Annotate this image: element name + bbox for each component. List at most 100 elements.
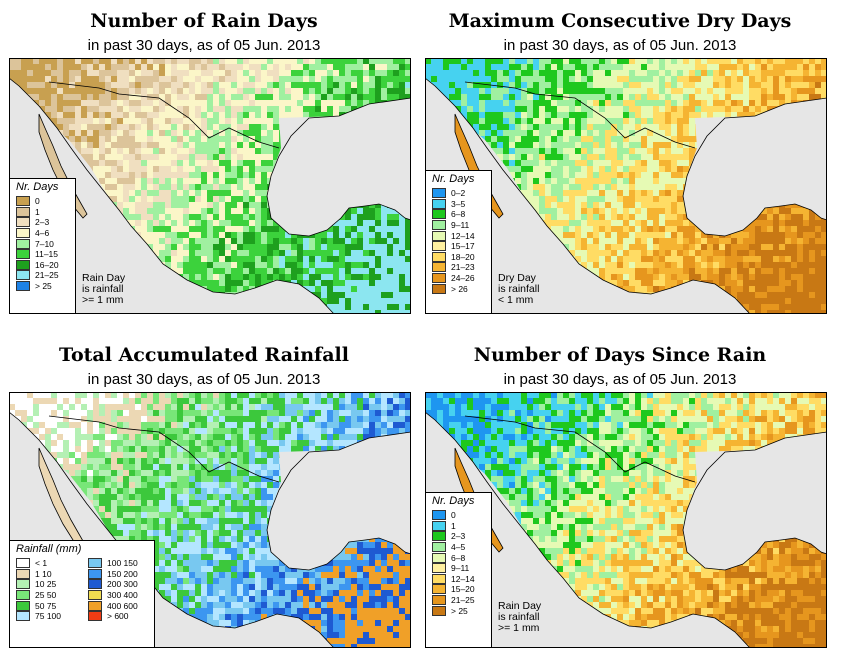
- legend-swatch: [432, 188, 446, 199]
- legend-swatch: [16, 217, 30, 228]
- legend-item: 1: [426, 520, 491, 532]
- coastline: [425, 58, 827, 314]
- legend-label: 6–8: [451, 209, 466, 220]
- legend-label: 300 400: [107, 590, 138, 601]
- gulf-of-california: [459, 118, 535, 216]
- legend-swatch: [432, 573, 446, 584]
- coastline: [425, 392, 827, 648]
- note-line: < 1 mm: [498, 294, 534, 306]
- gulf-of-mexico: [269, 98, 411, 230]
- baja-peninsula: [454, 447, 504, 553]
- legend-label: 11–15: [35, 249, 59, 260]
- legend-item: 4–5: [426, 542, 491, 553]
- legend-swatch: [432, 542, 446, 553]
- us-mexico-border: [48, 81, 280, 149]
- legend-item: 50 75: [10, 600, 82, 611]
- legend-swatch: [432, 262, 446, 273]
- legend-item: 9–11: [426, 220, 491, 231]
- legend-label: 10 25: [35, 579, 57, 590]
- note-line: Rain Day: [82, 272, 126, 284]
- legend-item: 150 200: [82, 568, 154, 580]
- us-mexico-border: [464, 81, 696, 149]
- legend-item: > 25: [10, 281, 75, 292]
- legend-label: 100 150: [107, 558, 138, 569]
- legend-swatch: [432, 251, 446, 262]
- legend-item: 100 150: [82, 558, 154, 569]
- legend-label: 15–20: [451, 584, 475, 595]
- legend-label: 2–3: [35, 217, 50, 228]
- panel-days-since-rain: Number of Days Since Rain in past 30 day…: [416, 334, 827, 652]
- legend-swatch: [16, 579, 30, 590]
- legend-label: 12–14: [451, 230, 475, 241]
- legend-swatch: [88, 590, 102, 601]
- legend-swatch: [432, 552, 446, 563]
- legend: Nr. Days 0 1 2–3 4–6 7–10 11–15 16–20 21–25 > 25: [9, 178, 76, 314]
- legend-label: 9–11: [451, 563, 470, 574]
- legend-label: 4–6: [35, 228, 50, 239]
- legend-item: 12–14: [426, 230, 491, 241]
- legend-swatch: [16, 611, 30, 622]
- legend-label: 25 50: [35, 590, 57, 601]
- legend-item: 18–20: [426, 251, 491, 263]
- note-line: is rainfall: [82, 283, 124, 295]
- days-since-rain-map: [425, 392, 827, 648]
- legend-items: 0 1 2–3 4–6 7–10 11–15 16–20 21–25 > 25: [10, 196, 75, 292]
- legend-swatch: [16, 558, 30, 569]
- legend-item: 0: [426, 510, 491, 521]
- legend-swatch: [16, 238, 30, 249]
- legend-label: 7–10: [35, 238, 54, 249]
- legend-label: 24–26: [451, 273, 475, 284]
- legend-title: Rainfall (mm): [16, 543, 82, 555]
- note-line: is rainfall: [498, 611, 540, 623]
- note-line: Dry Day: [498, 272, 536, 284]
- legend-swatch: [432, 595, 446, 606]
- legend-item: 300 400: [82, 590, 154, 601]
- legend-swatch: [432, 241, 446, 252]
- legend-item: 25 50: [10, 590, 82, 601]
- legend-label: > 600: [107, 611, 129, 622]
- legend-label: 21–25: [451, 595, 475, 606]
- legend-item: 0: [10, 196, 75, 207]
- legend-swatch: [16, 270, 30, 281]
- legend-item: > 600: [82, 611, 154, 622]
- panel-title: Total Accumulated Rainfall: [59, 344, 349, 366]
- legend-item: 15–17: [426, 241, 491, 252]
- legend-swatch: [16, 568, 30, 579]
- legend-label: 2–3: [451, 531, 466, 542]
- legend-item: 15–20: [426, 584, 491, 595]
- legend-swatch: [432, 283, 446, 294]
- legend-item: < 1: [10, 558, 82, 569]
- panel-subtitle: in past 30 days, as of 05 Jun. 2013: [87, 37, 321, 54]
- legend-item: 11–15: [10, 249, 75, 260]
- legend: Nr. Days 0–2 3–5 6–8 9–11 12–14 15–17 18–20 21–…: [425, 170, 492, 314]
- panel-dry-days: Maximum Consecutive Dry Days in past 30 …: [416, 0, 827, 318]
- legend-swatch: [16, 281, 30, 292]
- legend-title: Nr. Days: [432, 495, 475, 507]
- legend-label: 1: [35, 206, 40, 217]
- legend-item: 0–2: [426, 188, 491, 199]
- legend-item: 4–6: [10, 228, 75, 239]
- legend-item: 3–5: [426, 198, 491, 210]
- legend-label: 16–20: [35, 259, 59, 270]
- definition-note: Rain Day is rainfall >= 1 mm: [82, 273, 125, 306]
- baja-peninsula: [454, 113, 504, 219]
- legend-swatch: [16, 228, 30, 239]
- panel-subtitle: in past 30 days, as of 05 Jun. 2013: [87, 371, 321, 388]
- legend-label: 21–23: [451, 262, 475, 273]
- legend-items-right: 100 150 150 200 200 300 300 400 400 600 > 600: [82, 558, 154, 622]
- legend-item: 200 300: [82, 579, 154, 590]
- legend-item: 6–8: [426, 209, 491, 220]
- legend-swatch: [432, 230, 446, 241]
- legend-label: > 25: [451, 605, 468, 616]
- legend-swatch: [432, 273, 446, 284]
- legend-label: 0–2: [451, 188, 466, 199]
- legend-label: 4–5: [451, 542, 466, 553]
- legend-label: > 26: [451, 283, 468, 294]
- legend-label: 6–8: [451, 552, 466, 563]
- gulf-of-mexico: [685, 98, 827, 230]
- legend-item: 10 25: [10, 579, 82, 590]
- gulf-of-california: [43, 118, 119, 216]
- legend-swatch: [16, 196, 30, 207]
